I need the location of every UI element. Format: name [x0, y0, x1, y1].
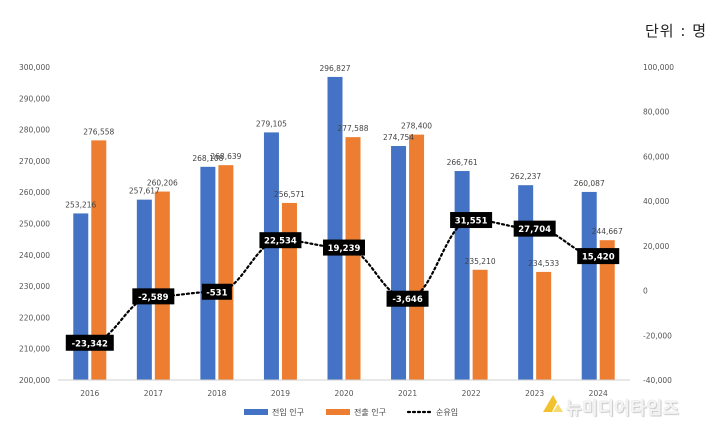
x-tick-label: 2017	[144, 389, 163, 398]
bar-value-label: 260,087	[574, 179, 605, 188]
y-left-tick-label: 220,000	[19, 313, 50, 322]
y-right-tick-label: 0	[643, 287, 648, 296]
x-tick-label: 2018	[207, 389, 226, 398]
bar-value-label: 235,210	[465, 257, 496, 266]
bar-value-label: 256,571	[274, 190, 305, 199]
unit-label: 단위 : 명	[645, 22, 707, 40]
bar-value-label: 266,761	[447, 158, 478, 167]
net-inflow-label: -3,646	[392, 295, 422, 305]
net-inflow-label: 15,420	[582, 253, 615, 263]
x-tick-label: 2023	[525, 389, 544, 398]
bar-labels: 253,216 257,617 268,108 279,105 296,827 274,7…	[65, 64, 623, 268]
net-inflow-label-box	[132, 288, 175, 305]
bar-value-label: 277,588	[337, 124, 368, 133]
x-tick-label: 2020	[334, 389, 353, 398]
y-left-tick-label: 200,000	[19, 376, 50, 385]
bar-move-out	[345, 137, 361, 380]
bar-move-in	[391, 146, 407, 380]
x-tick-label: 2022	[462, 389, 481, 398]
legend: 전입 인구 전출 인구 순유입	[244, 407, 458, 417]
y-right-tick-label: 20,000	[643, 242, 669, 251]
bar-move-in	[73, 213, 89, 380]
y-right-tick-label: 100,000	[643, 63, 674, 72]
y-left-tick-label: 280,000	[19, 126, 50, 135]
bar-move-out	[472, 269, 488, 380]
net-inflow-label: 27,704	[518, 225, 551, 235]
net-inflow-label: 19,239	[328, 244, 361, 254]
y-right-tick-label: 40,000	[643, 197, 669, 206]
y-right-tick-label: -40,000	[643, 376, 672, 385]
bar-move-in	[581, 191, 597, 380]
bar-value-label: 234,533	[528, 259, 559, 268]
x-axis: 2016 2017 2018 2019 2020 2021 2022 2023 2024	[58, 379, 630, 398]
bar-value-label: 274,754	[383, 133, 414, 142]
x-tick-label: 2024	[589, 389, 608, 398]
bar-value-label: 260,206	[147, 179, 178, 188]
left-axis: 200,000 210,000 220,000 230,000 240,000 250,0…	[19, 63, 50, 385]
net-inflow-label-box	[259, 232, 302, 249]
y-left-tick-label: 240,000	[19, 251, 50, 260]
bar-value-label: 268,108	[192, 154, 223, 163]
bar-move-in	[263, 132, 279, 380]
bar-move-out	[536, 271, 552, 380]
legend-swatch	[326, 409, 350, 415]
y-left-tick-label: 230,000	[19, 282, 50, 291]
legend-swatch	[244, 409, 268, 415]
net-inflow-label: 22,534	[264, 237, 297, 247]
y-left-tick-label: 300,000	[19, 63, 50, 72]
net-inflow-label-box	[65, 334, 114, 351]
y-left-tick-label: 210,000	[19, 345, 50, 354]
net-inflow-label: -23,342	[72, 339, 108, 349]
y-left-tick-label: 290,000	[19, 94, 50, 103]
bar-move-out	[218, 165, 234, 380]
y-left-tick-label: 250,000	[19, 220, 50, 229]
net-inflow-line: -23,342 -2,589 -531 22,534 19,239 -3,646 31,55…	[65, 212, 620, 351]
legend-label: 전입 인구	[272, 407, 304, 417]
net-inflow-label-box	[386, 290, 429, 307]
net-inflow-label-box	[323, 239, 365, 256]
legend-label: 전출 인구	[354, 407, 386, 417]
bar-move-out	[281, 202, 297, 380]
bar-value-label: 276,558	[83, 127, 114, 136]
bar-value-label: 268,639	[210, 152, 241, 161]
bar-move-in	[454, 171, 470, 380]
legend-label: 순유입	[436, 408, 458, 417]
bar-move-in	[327, 76, 343, 380]
net-inflow-label: 31,551	[455, 217, 488, 227]
bar-value-label: 296,827	[319, 64, 350, 73]
net-inflow-label-box	[450, 212, 493, 229]
bar-move-in	[200, 166, 216, 380]
net-inflow-label: -2,589	[138, 293, 168, 303]
bar-move-out	[599, 240, 615, 380]
bar-move-out	[154, 191, 170, 380]
bar-value-label: 262,237	[510, 172, 541, 181]
bar-value-label: 257,617	[129, 187, 160, 196]
bar-value-label: 244,667	[592, 227, 623, 236]
right-axis: -40,000 -20,000 0 20,000 40,000 60,000 80,000 1…	[643, 63, 674, 385]
y-right-tick-label: 80,000	[643, 108, 669, 117]
x-tick-label: 2019	[271, 389, 290, 398]
bar-move-in	[518, 185, 534, 380]
x-tick-label: 2016	[80, 389, 99, 398]
bar-value-label: 279,105	[256, 119, 287, 128]
net-inflow-label: -531	[206, 288, 227, 298]
y-right-tick-label: 60,000	[643, 152, 669, 161]
net-inflow-label-box	[201, 283, 232, 300]
net-inflow-label-box	[513, 220, 556, 237]
y-left-tick-label: 260,000	[19, 188, 50, 197]
y-right-tick-label: -20,000	[643, 331, 672, 340]
bar-value-label: 253,216	[65, 200, 96, 209]
watermark: 뉴미디어타임즈	[566, 399, 679, 419]
bar-move-out	[91, 140, 107, 380]
net-inflow-label-box	[577, 248, 620, 265]
bar-move-out	[409, 134, 425, 380]
watermark-logo-icon	[543, 395, 563, 412]
y-left-tick-label: 270,000	[19, 157, 50, 166]
bar-value-label: 278,400	[401, 122, 432, 131]
x-tick-label: 2021	[398, 389, 417, 398]
